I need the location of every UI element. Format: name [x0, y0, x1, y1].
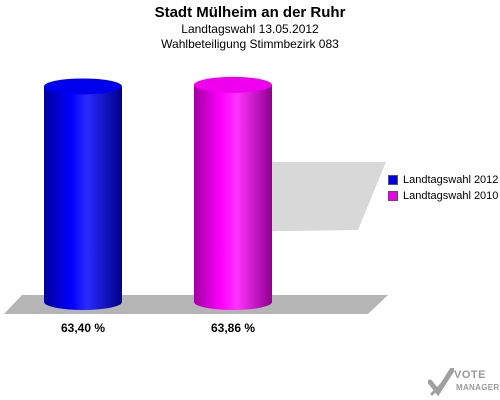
watermark-vote: VOTE	[454, 369, 486, 381]
legend-label-2010: Landtagswahl 2010	[403, 190, 499, 202]
chart-subtitle-date: Landtagswahl 13.05.2012	[181, 22, 319, 36]
bar-2010-top	[194, 76, 272, 93]
bar-2012-value-label: 63,40 %	[61, 321, 105, 335]
legend-label-2012: Landtagswahl 2012	[403, 174, 499, 186]
vote-manager-logo: VOTE MANAGER	[428, 366, 500, 398]
chart-subtitle-district: Wahlbeteiligung Stimmbezirk 083	[161, 37, 339, 51]
legend-swatch-2010	[388, 191, 398, 201]
vote-check-icon	[428, 368, 454, 397]
legend-item-2010: Landtagswahl 2010	[388, 188, 498, 204]
chart-legend: Landtagswahl 2012 Landtagswahl 2010	[388, 172, 498, 204]
legend-swatch-2012	[388, 175, 398, 185]
bar-2010-body	[194, 84, 272, 310]
chart-title: Stadt Mülheim an der Ruhr	[154, 4, 346, 21]
chart-title-block: Stadt Mülheim an der Ruhr Landtagswahl 1…	[0, 4, 500, 52]
legend-item-2012: Landtagswahl 2012	[388, 172, 498, 188]
watermark-manager: MANAGER	[456, 383, 500, 392]
bar-2012-body	[44, 86, 122, 310]
bar-2012-top	[44, 78, 122, 95]
bar-2010-value-label: 63,86 %	[211, 321, 255, 335]
